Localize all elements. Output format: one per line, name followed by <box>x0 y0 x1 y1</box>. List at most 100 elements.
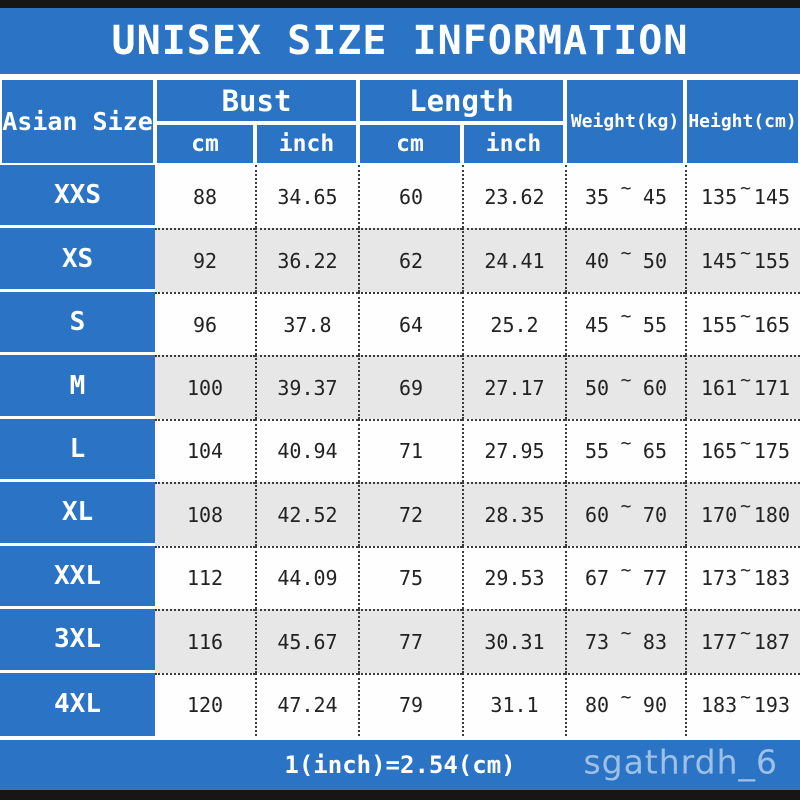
height-min: 177 <box>701 629 738 654</box>
height-range-cell: 170 ~ 180 <box>685 482 800 546</box>
table-row: XXL 112 44.09 75 29.53 67 ~ 77 173 ~ 183 <box>0 545 800 610</box>
length-inch-cell: 28.35 <box>462 482 565 546</box>
weight-max: 83 <box>642 629 667 654</box>
bust-inch-cell: 44.09 <box>255 545 358 610</box>
col-header-length-cm: cm <box>358 123 462 165</box>
size-label-cell: L <box>0 418 155 483</box>
weight-min: 40 <box>585 249 610 274</box>
weight-max: 60 <box>642 376 667 401</box>
bust-cm-cell: 100 <box>155 355 255 419</box>
bust-cm-cell: 88 <box>155 165 255 229</box>
weight-min: 67 <box>585 566 610 591</box>
tilde-glyph: ~ <box>740 306 751 328</box>
weight-range-cell: 60 ~ 70 <box>565 482 685 546</box>
tilde-glyph: ~ <box>620 306 632 328</box>
tilde-glyph: ~ <box>620 242 632 264</box>
weight-min: 80 <box>585 693 610 718</box>
weight-range-cell: 73 ~ 83 <box>565 609 685 673</box>
height-min: 165 <box>701 439 738 464</box>
length-cm-cell: 60 <box>358 165 462 229</box>
length-cm-cell: 62 <box>358 228 462 292</box>
height-max: 187 <box>753 629 790 654</box>
height-range-cell: 177 ~ 187 <box>685 609 800 673</box>
bust-cm-cell: 104 <box>155 418 255 483</box>
weight-min: 73 <box>585 629 610 654</box>
tilde-glyph: ~ <box>620 369 632 391</box>
height-min: 183 <box>701 693 738 718</box>
tilde-glyph: ~ <box>740 178 751 200</box>
length-cm-cell: 79 <box>358 672 462 736</box>
length-cm-cell: 72 <box>358 482 462 546</box>
weight-range-cell: 80 ~ 90 <box>565 672 685 736</box>
tilde-glyph: ~ <box>620 623 632 645</box>
weight-min: 45 <box>585 312 610 337</box>
tilde-glyph: ~ <box>740 242 751 264</box>
weight-range-cell: 40 ~ 50 <box>565 228 685 292</box>
length-cm-cell: 69 <box>358 355 462 419</box>
col-header-asian-size: Asian Size <box>0 78 155 165</box>
col-header-length-inch: inch <box>462 123 565 165</box>
table-row: XXS 88 34.65 60 23.62 35 ~ 45 135 ~ 145 <box>0 165 800 229</box>
bust-inch-cell: 37.8 <box>255 291 358 356</box>
size-label-cell: 4XL <box>0 672 155 736</box>
height-max: 145 <box>753 184 790 209</box>
length-inch-cell: 30.31 <box>462 609 565 673</box>
tilde-glyph: ~ <box>740 623 751 645</box>
weight-max: 70 <box>642 502 667 527</box>
bust-cm-cell: 112 <box>155 545 255 610</box>
weight-max: 50 <box>642 249 667 274</box>
size-label-cell: S <box>0 291 155 356</box>
height-min: 170 <box>701 502 738 527</box>
tilde-glyph: ~ <box>620 432 632 454</box>
bust-cm-cell: 116 <box>155 609 255 673</box>
length-inch-cell: 31.1 <box>462 672 565 736</box>
table-row: 4XL 120 47.24 79 31.1 80 ~ 90 183 ~ 193 <box>0 672 800 736</box>
height-min: 161 <box>701 376 738 401</box>
table-row: XL 108 42.52 72 28.35 60 ~ 70 170 ~ 180 <box>0 482 800 546</box>
weight-min: 35 <box>585 184 610 209</box>
weight-max: 90 <box>642 693 667 718</box>
table-row: S 96 37.8 64 25.2 45 ~ 55 155 ~ 165 <box>0 291 800 356</box>
col-header-length: Length <box>358 78 565 123</box>
table-row: L 104 40.94 71 27.95 55 ~ 65 165 ~ 175 <box>0 418 800 483</box>
footer-band: 1(inch)=2.54(cm) sgathrdh_6 <box>0 740 800 790</box>
tilde-glyph: ~ <box>740 496 751 518</box>
table-row: 3XL 116 45.67 77 30.31 73 ~ 83 177 ~ 187 <box>0 609 800 673</box>
bust-cm-cell: 108 <box>155 482 255 546</box>
height-range-cell: 183 ~ 193 <box>685 672 800 736</box>
bust-inch-cell: 45.67 <box>255 609 358 673</box>
table-body: XXS 88 34.65 60 23.62 35 ~ 45 135 ~ 145 … <box>0 165 800 736</box>
height-max: 165 <box>753 312 790 337</box>
length-inch-cell: 25.2 <box>462 291 565 356</box>
height-range-cell: 173 ~ 183 <box>685 545 800 610</box>
length-inch-cell: 29.53 <box>462 545 565 610</box>
weight-range-cell: 50 ~ 60 <box>565 355 685 419</box>
tilde-glyph: ~ <box>620 686 632 708</box>
length-cm-cell: 77 <box>358 609 462 673</box>
col-header-bust: Bust <box>155 78 358 123</box>
bust-cm-cell: 120 <box>155 672 255 736</box>
col-header-height: Height(cm) <box>685 78 800 165</box>
weight-max: 65 <box>642 439 667 464</box>
bust-cm-cell: 92 <box>155 228 255 292</box>
height-max: 155 <box>753 249 790 274</box>
bust-inch-cell: 36.22 <box>255 228 358 292</box>
bottom-black-bar <box>0 790 800 800</box>
conversion-note: 1(inch)=2.54(cm) <box>284 751 516 779</box>
bust-inch-cell: 47.24 <box>255 672 358 736</box>
height-max: 180 <box>753 502 790 527</box>
height-min: 145 <box>701 249 738 274</box>
divider <box>0 736 800 740</box>
height-min: 135 <box>701 184 738 209</box>
bust-cm-cell: 96 <box>155 291 255 356</box>
weight-max: 55 <box>642 312 667 337</box>
col-header-weight: Weight(kg) <box>565 78 685 165</box>
height-range-cell: 155 ~ 165 <box>685 291 800 356</box>
bust-inch-cell: 40.94 <box>255 418 358 483</box>
col-header-bust-inch: inch <box>255 123 358 165</box>
weight-min: 55 <box>585 439 610 464</box>
weight-range-cell: 55 ~ 65 <box>565 418 685 483</box>
col-header-bust-cm: cm <box>155 123 255 165</box>
length-cm-cell: 75 <box>358 545 462 610</box>
